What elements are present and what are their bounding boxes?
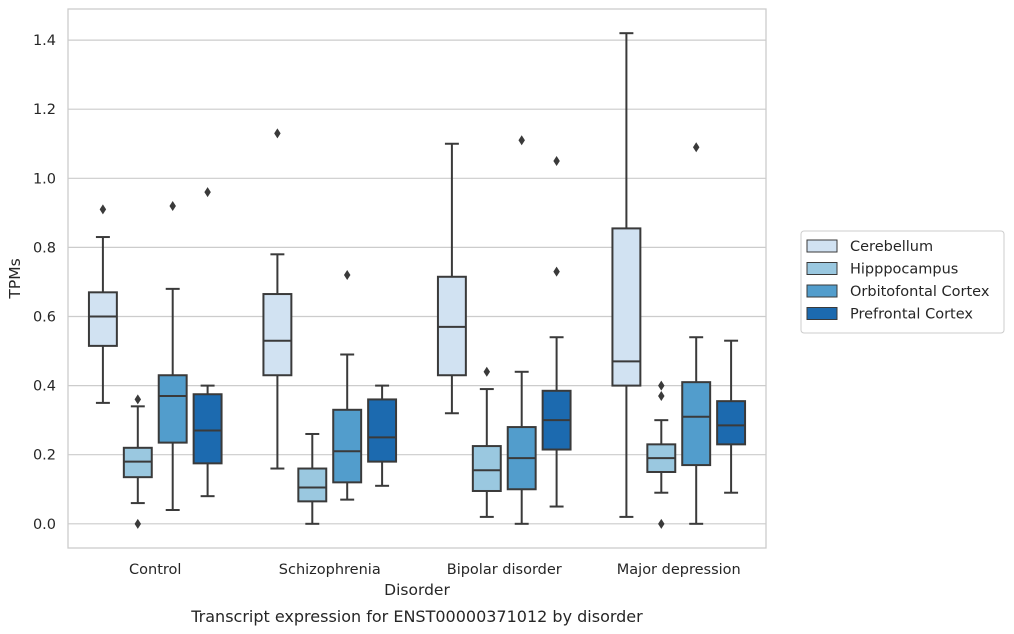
x-tick-label: Major depression — [617, 562, 741, 578]
outlier-point — [134, 518, 142, 529]
iqr-box — [471, 445, 502, 492]
iqr-box — [332, 408, 363, 484]
iqr-box — [157, 374, 188, 444]
outlier-point — [658, 518, 665, 529]
y-tick-label: 0.8 — [33, 240, 56, 256]
outlier-point — [483, 366, 491, 377]
box-prefrontal-cortex-bipolar-disorder — [541, 156, 572, 508]
x-tick-label: Schizophrenia — [279, 562, 381, 578]
outlier-point — [553, 156, 560, 167]
x-tick-label: Bipolar disorder — [447, 562, 562, 578]
box-hipppocampus-bipolar-disorder — [471, 366, 502, 518]
y-tick-label: 0.0 — [33, 517, 56, 533]
legend-frame — [800, 230, 1005, 334]
iqr-box — [262, 293, 293, 377]
box-orbitofontal-cortex-bipolar-disorder — [506, 135, 537, 525]
y-tick-label: 1.2 — [33, 102, 56, 118]
legend-label: Hipppocampus — [850, 262, 958, 278]
outlier-point — [518, 135, 525, 146]
y-tick-label: 1.4 — [33, 33, 56, 49]
box-hipppocampus-control — [122, 394, 153, 529]
iqr-box — [297, 467, 328, 503]
legend-label: Orbitofontal Cortex — [850, 284, 990, 300]
legend-label: Prefrontal Cortex — [850, 307, 973, 323]
iqr-box — [192, 393, 223, 465]
outlier-point — [99, 204, 107, 215]
iqr-box — [611, 227, 642, 387]
legend: Cerebellum Hipppocampus Orbitofontal Corte… — [800, 230, 1005, 334]
box-orbitofontal-cortex-control — [157, 200, 188, 511]
iqr-box — [716, 400, 747, 446]
chart-caption: Transcript expression for ENST0000037101… — [190, 607, 643, 626]
legend-swatch — [806, 262, 838, 275]
iqr-box — [87, 291, 118, 347]
x-tick-label: Control — [129, 562, 181, 578]
box-orbitofontal-cortex-schizophrenia — [332, 270, 363, 501]
box-hipppocampus-schizophrenia — [297, 432, 328, 525]
box-prefrontal-cortex-schizophrenia — [367, 384, 398, 487]
legend-swatch — [806, 307, 838, 320]
plot-area-frame — [67, 8, 767, 549]
y-tick-labels: 0.0 0.2 0.4 0.6 0.8 1.0 1.2 1.4 — [33, 33, 56, 533]
box-hipppocampus-major-depression — [646, 380, 677, 529]
outlier-point — [169, 200, 176, 211]
box-series — [87, 32, 747, 529]
legend-label: Cerebellum — [850, 239, 933, 255]
iqr-box — [367, 398, 398, 463]
y-tick-label: 0.4 — [33, 379, 56, 395]
legend-swatch — [806, 284, 838, 298]
outlier-point — [692, 142, 700, 153]
box-cerebellum-bipolar-disorder — [436, 142, 467, 415]
outlier-point — [204, 187, 211, 198]
box-cerebellum-control — [87, 204, 118, 404]
outlier-point — [553, 266, 560, 277]
outlier-point — [658, 390, 665, 401]
y-tick-label: 0.2 — [33, 448, 56, 464]
x-axis-title: Disorder — [384, 581, 450, 599]
y-axis-title: TPMs — [6, 258, 24, 299]
outlier-point — [658, 380, 665, 391]
outlier-point — [343, 270, 351, 281]
legend-swatch — [806, 239, 838, 253]
y-tick-label: 0.6 — [33, 310, 56, 326]
iqr-box — [681, 381, 712, 467]
box-cerebellum-major-depression — [611, 32, 642, 518]
box-prefrontal-cortex-major-depression — [716, 339, 747, 494]
y-tick-label: 1.0 — [33, 171, 56, 187]
outlier-point — [134, 394, 142, 405]
box-prefrontal-cortex-control — [192, 187, 223, 498]
outlier-point — [274, 128, 281, 139]
box-orbitofontal-cortex-major-depression — [681, 142, 712, 525]
box-cerebellum-schizophrenia — [262, 128, 293, 470]
x-tick-labels: Control Schizophrenia Bipolar disorder Majo… — [129, 562, 741, 578]
